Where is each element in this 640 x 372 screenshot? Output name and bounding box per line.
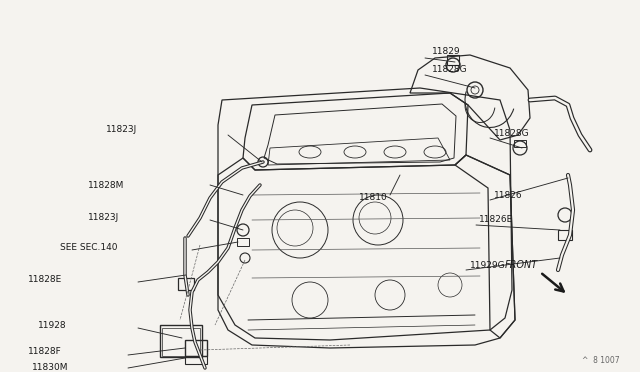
- Bar: [160, 325, 202, 357]
- Bar: [447, 55, 459, 65]
- Bar: [185, 356, 207, 364]
- Text: 11823J: 11823J: [106, 125, 137, 135]
- Text: 11828M: 11828M: [88, 180, 124, 189]
- Text: 11829: 11829: [432, 48, 461, 57]
- Text: 11828F: 11828F: [28, 347, 61, 356]
- Text: 11830M: 11830M: [32, 363, 68, 372]
- Text: SEE SEC.140: SEE SEC.140: [60, 244, 118, 253]
- Text: 11929G: 11929G: [470, 260, 506, 269]
- Text: 11828G: 11828G: [494, 128, 530, 138]
- Text: 11826E: 11826E: [479, 215, 513, 224]
- Bar: [162, 328, 200, 356]
- Text: 11826: 11826: [494, 192, 523, 201]
- Bar: [558, 230, 572, 240]
- Text: 11828E: 11828E: [28, 276, 62, 285]
- Text: 11810: 11810: [359, 193, 388, 202]
- Text: 11928: 11928: [38, 321, 67, 330]
- Bar: [514, 140, 526, 147]
- Text: 11828G: 11828G: [432, 65, 468, 74]
- Bar: [185, 340, 207, 356]
- Text: ^  8 1007: ^ 8 1007: [582, 356, 620, 365]
- Text: 11823J: 11823J: [88, 214, 119, 222]
- Text: FRONT: FRONT: [505, 260, 538, 270]
- Bar: [237, 238, 249, 246]
- Bar: [178, 278, 194, 290]
